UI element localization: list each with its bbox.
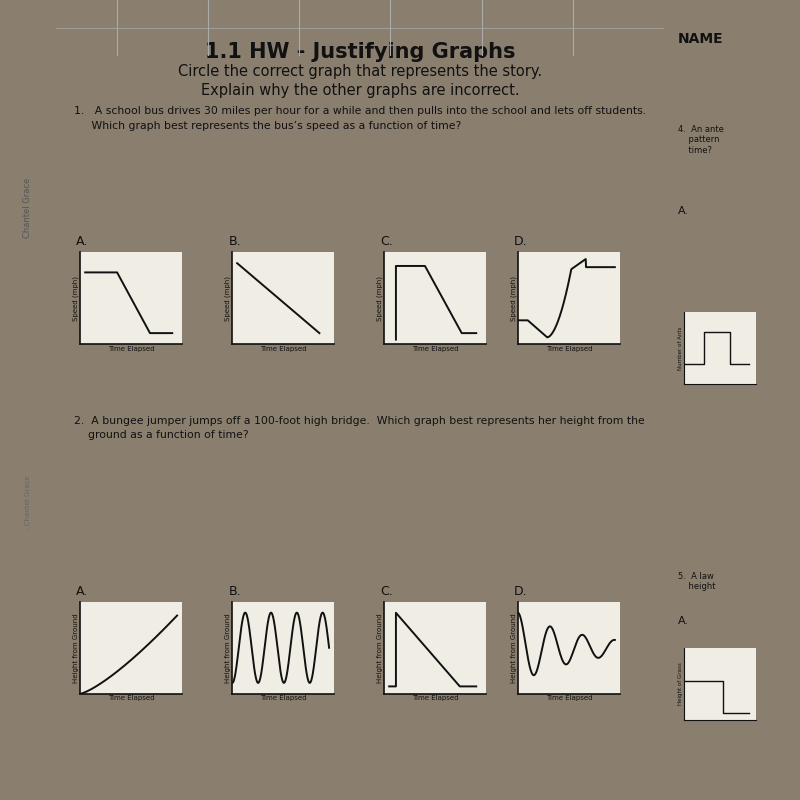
Text: C.: C.	[380, 585, 393, 598]
Text: 5.  A law
    height: 5. A law height	[678, 572, 715, 591]
Y-axis label: Speed (mph): Speed (mph)	[73, 276, 79, 321]
Y-axis label: Speed (mph): Speed (mph)	[225, 276, 231, 321]
X-axis label: Time Elapsed: Time Elapsed	[108, 346, 154, 351]
X-axis label: Time Elapsed: Time Elapsed	[108, 695, 154, 701]
Text: D.: D.	[514, 235, 528, 248]
Text: A.: A.	[76, 235, 89, 248]
Text: B.: B.	[228, 585, 241, 598]
X-axis label: Time Elapsed: Time Elapsed	[546, 695, 592, 701]
Y-axis label: Height from Ground: Height from Ground	[377, 613, 383, 682]
Y-axis label: Height of Grass: Height of Grass	[678, 662, 682, 706]
Y-axis label: Height from Ground: Height from Ground	[510, 613, 517, 682]
X-axis label: Time Elapsed: Time Elapsed	[260, 346, 306, 351]
Text: ground as a function of time?: ground as a function of time?	[74, 430, 249, 440]
Text: Chantel Grace: Chantel Grace	[23, 178, 33, 238]
Y-axis label: Speed (mph): Speed (mph)	[377, 276, 383, 321]
Text: Which graph best represents the bus’s speed as a function of time?: Which graph best represents the bus’s sp…	[74, 121, 462, 131]
Y-axis label: Height from Ground: Height from Ground	[73, 613, 79, 682]
Text: Explain why the other graphs are incorrect.: Explain why the other graphs are incorre…	[201, 83, 519, 98]
Text: C.: C.	[380, 235, 393, 248]
Y-axis label: Speed (mph): Speed (mph)	[510, 276, 517, 321]
X-axis label: Time Elapsed: Time Elapsed	[412, 695, 458, 701]
Text: A.: A.	[678, 206, 689, 216]
Text: Circle the correct graph that represents the story.: Circle the correct graph that represents…	[178, 65, 542, 79]
Text: 4.  An ante
    pattern
    time?: 4. An ante pattern time?	[678, 125, 723, 154]
Y-axis label: Number of Ants: Number of Ants	[678, 326, 682, 370]
Text: 2.  A bungee jumper jumps off a 100-foot high bridge.  Which graph best represen: 2. A bungee jumper jumps off a 100-foot …	[74, 415, 645, 426]
X-axis label: Time Elapsed: Time Elapsed	[412, 346, 458, 351]
Text: A.: A.	[678, 616, 689, 626]
X-axis label: Time Elapsed: Time Elapsed	[260, 695, 306, 701]
Text: - Chantel Grace: - Chantel Grace	[25, 475, 31, 530]
Text: A.: A.	[76, 585, 89, 598]
Text: B.: B.	[228, 235, 241, 248]
Y-axis label: Height from Ground: Height from Ground	[225, 613, 231, 682]
Text: NAME: NAME	[678, 32, 723, 46]
Text: D.: D.	[514, 585, 528, 598]
Text: 1.   A school bus drives 30 miles per hour for a while and then pulls into the s: 1. A school bus drives 30 miles per hour…	[74, 106, 646, 117]
X-axis label: Time Elapsed: Time Elapsed	[546, 346, 592, 351]
Text: 1.1 HW - Justifying Graphs: 1.1 HW - Justifying Graphs	[205, 42, 515, 62]
